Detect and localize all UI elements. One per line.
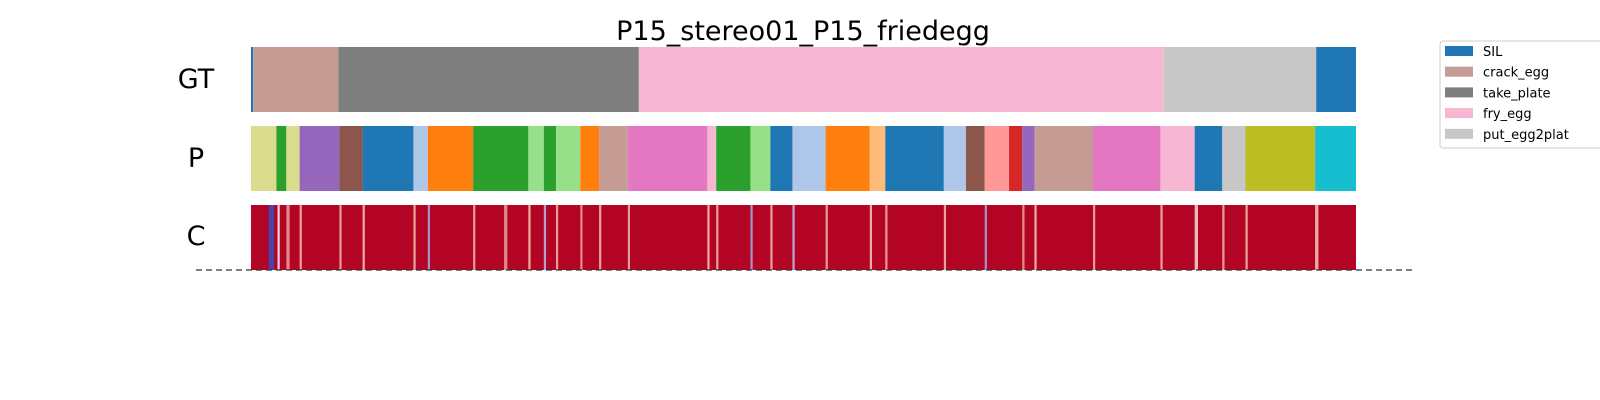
legend-swatch-0 [1445, 46, 1473, 56]
p-segment-17 [750, 126, 771, 191]
p-segment-1 [276, 126, 287, 191]
confidence-base [251, 205, 1356, 270]
legend: SIL crack_egg take_plate fry_egg put_egg2pla… [1439, 40, 1600, 149]
row-label-p: P [188, 143, 204, 174]
confidence-mark-18 [750, 205, 753, 270]
confidence-mark-14 [599, 205, 602, 270]
p-segment-20 [825, 126, 870, 191]
p-segment-26 [1009, 126, 1023, 191]
confidence-mark-32 [1245, 205, 1248, 270]
gt-segment-3 [638, 47, 1164, 112]
p-segment-4 [339, 126, 363, 191]
p-segment-29 [1093, 126, 1161, 191]
p-segment-11 [555, 126, 581, 191]
p-segment-8 [473, 126, 529, 191]
legend-swatch-2 [1445, 87, 1473, 98]
confidence-mark-30 [1194, 205, 1198, 270]
p-segment-14 [627, 126, 708, 191]
confidence-mark-15 [627, 205, 631, 270]
p-segment-27 [1022, 126, 1035, 191]
confidence-mark-13 [580, 205, 583, 270]
confidence-mark-12 [555, 205, 559, 270]
confidence-mark-3 [299, 205, 302, 270]
p-segment-34 [1315, 126, 1356, 191]
legend-label-4: put_egg2plat [1483, 128, 1569, 143]
legend-frame [1439, 40, 1600, 149]
gt-segment-2 [338, 47, 639, 112]
legend-swatch-1 [1445, 66, 1473, 77]
p-segment-0 [251, 126, 277, 191]
p-segment-9 [528, 126, 544, 191]
confidence-mark-20 [792, 205, 795, 270]
confidence-mark-31 [1222, 205, 1225, 270]
p-segment-28 [1034, 126, 1094, 191]
legend-swatch-4 [1445, 128, 1473, 139]
confidence-mark-21 [825, 205, 828, 270]
p-segment-5 [362, 126, 414, 191]
confidence-mark-28 [1093, 205, 1096, 270]
confidence-mark-19 [770, 205, 773, 270]
p-segment-31 [1194, 126, 1223, 191]
row-label-gt: GT [178, 64, 215, 95]
p-segment-10 [543, 126, 556, 191]
confidence-mark-26 [1022, 205, 1025, 270]
confidence-mark-0 [268, 205, 275, 270]
confidence-mark-2 [286, 205, 290, 270]
p-segment-3 [299, 126, 340, 191]
gt-segment-4 [1163, 47, 1317, 112]
p-segment-13 [599, 126, 628, 191]
confidence-mark-23 [885, 205, 888, 270]
p-segment-25 [984, 126, 1010, 191]
p-segment-24 [965, 126, 985, 191]
prediction-segment-bar [251, 126, 1356, 191]
confidence-mark-6 [413, 205, 416, 270]
legend-label-0: SIL [1483, 45, 1503, 60]
gt-segment-1 [253, 47, 339, 112]
p-segment-12 [580, 126, 600, 191]
confidence-mark-7 [427, 205, 431, 270]
confidence-mark-8 [473, 205, 476, 270]
p-segment-23 [943, 126, 966, 191]
gt-segment-0 [251, 47, 254, 112]
p-segment-21 [869, 126, 886, 191]
confidence-mark-5 [362, 205, 365, 270]
p-segment-32 [1222, 126, 1246, 191]
row-label-c: C [187, 221, 206, 252]
confidence-mark-16 [707, 205, 710, 270]
p-segment-16 [716, 126, 751, 191]
confidence-mark-24 [943, 205, 947, 270]
confidence-mark-11 [543, 205, 547, 270]
p-segment-30 [1160, 126, 1195, 191]
legend-label-1: crack_egg [1483, 66, 1549, 81]
p-segment-33 [1245, 126, 1316, 191]
chart-title: P15_stereo01_P15_friedegg [616, 16, 990, 47]
legend-label-3: fry_egg [1483, 107, 1532, 122]
p-segment-7 [427, 126, 474, 191]
legend-swatch-3 [1445, 108, 1473, 119]
confidence-mark-9 [504, 205, 508, 270]
confidence-bar [251, 205, 1356, 270]
gt-segment-5 [1316, 47, 1356, 112]
gt-segment-bar [251, 47, 1356, 112]
confidence-mark-27 [1034, 205, 1037, 270]
confidence-mark-22 [869, 205, 873, 270]
confidence-mark-29 [1160, 205, 1163, 270]
legend-label-2: take_plate [1483, 86, 1551, 101]
confidence-mark-33 [1315, 205, 1319, 270]
p-segment-6 [413, 126, 428, 191]
confidence-mark-17 [716, 205, 719, 270]
confidence-mark-4 [339, 205, 342, 270]
p-segment-22 [885, 126, 944, 191]
confidence-mark-1 [277, 205, 280, 270]
confidence-mark-10 [528, 205, 531, 270]
confidence-mark-25 [984, 205, 987, 270]
p-segment-15 [707, 126, 717, 191]
p-segment-19 [792, 126, 826, 191]
p-segment-18 [770, 126, 793, 191]
p-segment-2 [286, 126, 300, 191]
